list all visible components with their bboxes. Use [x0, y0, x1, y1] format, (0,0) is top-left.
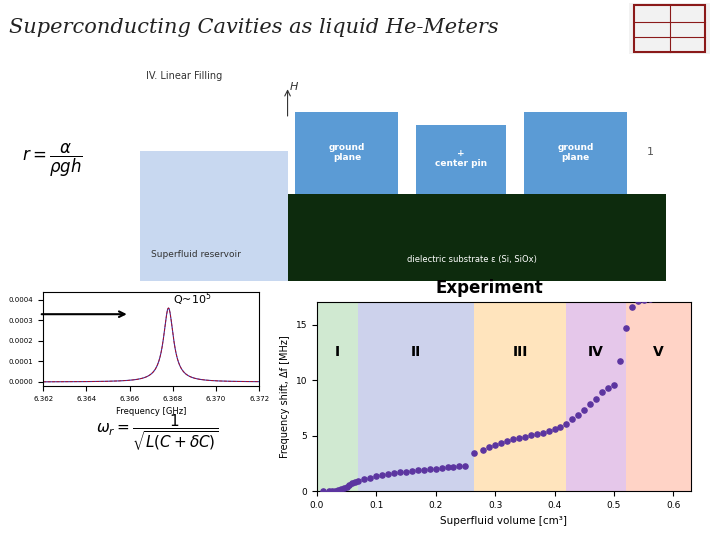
Text: +
center pin: + center pin [435, 149, 487, 168]
Point [519, 433, 531, 441]
Bar [567, 302, 626, 491]
Bar [626, 302, 691, 491]
Point [418, 465, 430, 474]
Point [424, 465, 436, 474]
Bar [524, 112, 626, 194]
Point [477, 446, 489, 454]
Point [430, 464, 441, 473]
Point [614, 357, 626, 366]
Text: $\omega_r = \dfrac{1}{\sqrt{L(C + \delta C)}}$: $\omega_r = \dfrac{1}{\sqrt{L(C + \delta… [96, 413, 218, 453]
Point [554, 423, 566, 432]
Point [561, 419, 572, 428]
Point [436, 464, 447, 472]
Point [567, 414, 578, 423]
X-axis label: Superfluid volume [cm³]: Superfluid volume [cm³] [441, 516, 567, 525]
Point [626, 302, 637, 311]
Point [585, 399, 596, 408]
Point [549, 425, 560, 434]
FancyBboxPatch shape [629, 3, 710, 54]
Point [382, 470, 394, 478]
Point [537, 428, 549, 437]
Point [656, 293, 667, 301]
Point [673, 292, 685, 301]
Point [638, 295, 649, 304]
Point [662, 293, 673, 301]
Point [343, 481, 355, 489]
Text: Q~10$^5$: Q~10$^5$ [173, 291, 212, 308]
Point [490, 441, 501, 449]
Text: V: V [653, 346, 664, 360]
Point [371, 472, 382, 481]
Point [388, 469, 400, 477]
Point [620, 323, 631, 332]
Text: Superfluid reservoir: Superfluid reservoir [151, 251, 240, 259]
Text: $r = \dfrac{\alpha}{\rho g h}$: $r = \dfrac{\alpha}{\rho g h}$ [22, 142, 83, 179]
Text: Superconducting Cavities as liquid He-Meters: Superconducting Cavities as liquid He-Me… [9, 18, 499, 37]
X-axis label: Frequency [GHz]: Frequency [GHz] [116, 407, 186, 416]
Bar [474, 302, 567, 491]
Point [644, 294, 655, 303]
Point [323, 487, 335, 496]
Point [400, 467, 412, 476]
Point [332, 486, 343, 495]
Point [359, 475, 370, 483]
Point [596, 388, 608, 397]
Point [680, 292, 691, 301]
Text: IV: IV [588, 346, 604, 360]
Point [469, 449, 480, 457]
Point [632, 297, 644, 306]
Bar [317, 302, 359, 491]
Point [350, 478, 361, 486]
Point [326, 487, 338, 496]
Point [602, 384, 613, 393]
Text: I: I [335, 346, 340, 360]
Text: H: H [290, 82, 299, 92]
Y-axis label: Frequency shift, Δf [MHz]: Frequency shift, Δf [MHz] [280, 335, 290, 458]
Point [495, 438, 507, 447]
Point [608, 380, 620, 389]
Text: IV. Linear Filling: IV. Linear Filling [145, 71, 222, 82]
Point [459, 462, 471, 470]
Point [543, 427, 554, 435]
Text: ground
plane: ground plane [329, 143, 365, 162]
Point [572, 410, 584, 419]
Point [353, 476, 364, 485]
Point [507, 435, 518, 444]
Point [531, 430, 542, 438]
Point [338, 484, 349, 492]
Point [578, 406, 590, 415]
Point [442, 463, 454, 472]
Point [454, 462, 465, 471]
Point [395, 468, 406, 477]
Point [412, 466, 423, 475]
Bar [287, 194, 666, 281]
Point [483, 443, 495, 451]
Text: dielectric substrate ε (Si, SiOx): dielectric substrate ε (Si, SiOx) [407, 255, 536, 264]
Point [448, 463, 459, 471]
Point [406, 467, 418, 475]
Text: III: III [513, 346, 528, 360]
Bar [359, 302, 474, 491]
Point [525, 431, 536, 440]
Point [377, 471, 388, 480]
Point [513, 434, 525, 442]
Text: II: II [411, 346, 421, 360]
Bar [140, 151, 287, 281]
Point [501, 436, 513, 445]
Text: Experiment: Experiment [436, 279, 544, 296]
Text: ground
plane: ground plane [557, 143, 594, 162]
Point [649, 293, 661, 302]
Point [347, 479, 359, 488]
Bar [416, 125, 505, 194]
Point [317, 487, 328, 496]
Y-axis label: Transmission S21: Transmission S21 [0, 302, 3, 375]
Point [364, 473, 376, 482]
Point [335, 485, 346, 494]
Point [667, 292, 679, 301]
Point [341, 482, 352, 491]
Bar [295, 112, 398, 194]
Point [590, 395, 602, 403]
Point [329, 487, 341, 495]
Text: 1: 1 [647, 147, 654, 157]
